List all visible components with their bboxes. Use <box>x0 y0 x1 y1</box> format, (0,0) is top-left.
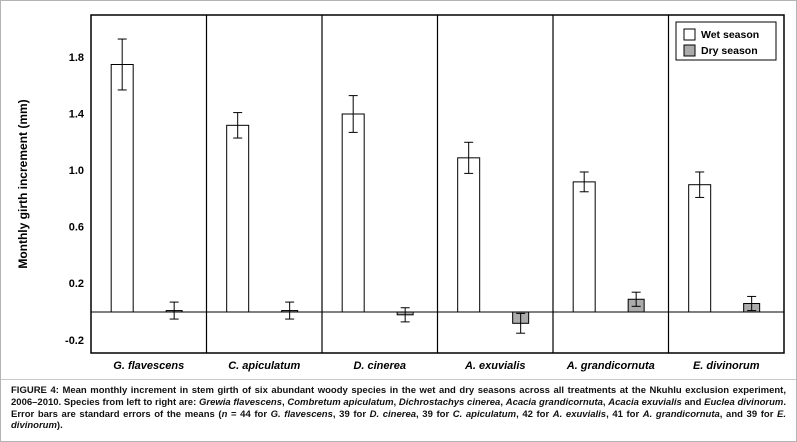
bar-group <box>396 307 414 323</box>
bar-group <box>341 95 365 313</box>
bar <box>572 181 596 313</box>
caption-segment: . Error bars are standard errors of the … <box>11 396 787 420</box>
bar-group <box>226 112 250 313</box>
bar-group <box>165 301 183 320</box>
bar <box>457 157 481 313</box>
y-tick-label: 1.4 <box>69 108 85 120</box>
bar <box>688 184 712 313</box>
caption-segment: , 41 for <box>606 408 643 420</box>
caption-segment: A. exuvialis <box>552 408 607 420</box>
caption-segment: Euclea divinorum <box>704 396 784 408</box>
legend-swatch <box>683 28 696 41</box>
bar-group <box>572 171 596 313</box>
legend-swatch <box>683 44 696 57</box>
plot-border <box>90 14 785 354</box>
caption-segment: Combretum apiculatum <box>287 396 394 408</box>
legend-label: Wet season <box>701 29 759 41</box>
caption-segment: , and 39 for <box>719 408 778 420</box>
bar <box>341 113 365 313</box>
x-axis-label: C. apiculatum <box>228 360 300 372</box>
figure-caption: FIGURE 4: Mean monthly increment in stem… <box>1 379 796 436</box>
caption-segment: ). <box>56 420 63 432</box>
bar-group <box>110 38 134 313</box>
legend-label: Dry season <box>701 45 758 57</box>
y-tick-label: 1.8 <box>69 52 84 64</box>
caption-segment: G. flavescens <box>270 408 333 420</box>
bar-group <box>688 171 712 313</box>
caption-segment: Acacia grandicornuta <box>505 396 603 408</box>
caption-segment: , 39 for <box>416 408 453 420</box>
caption-segment: , <box>602 396 609 408</box>
bar-group <box>457 141 481 313</box>
x-axis-label: A. exuvialis <box>464 360 526 372</box>
x-axis-label: E. divinorum <box>693 360 760 372</box>
caption-segment: = 44 for <box>227 408 271 420</box>
bar <box>226 124 250 313</box>
bar-group <box>512 311 530 334</box>
caption-segment: , 39 for <box>332 408 370 420</box>
y-tick-label: 1.0 <box>69 165 84 177</box>
y-tick-label: 0.6 <box>69 222 84 234</box>
figure-caption-label: FIGURE 4: <box>11 385 59 396</box>
caption-segment: D. cinerea <box>369 408 417 420</box>
bar-group <box>743 295 761 313</box>
caption-segment: Acacia exuvialis <box>608 396 682 408</box>
y-axis-title: Monthly girth increment (mm) <box>16 99 30 268</box>
caption-segment: C. apiculatum <box>452 408 517 420</box>
bar-chart: -0.2 0.2 0.6 1.0 1.4 1.8 G. flavescens C. apicu… <box>16 14 785 372</box>
caption-segment: A. grandicornuta <box>642 408 720 420</box>
caption-segment: , <box>281 396 288 408</box>
x-axis-label: D. cinerea <box>353 360 406 372</box>
bar-group <box>281 301 299 320</box>
caption-segment: Mean monthly increment in stem girth of … <box>11 385 786 408</box>
figure-caption-text: Mean monthly increment in stem girth of … <box>11 385 786 431</box>
caption-segment: E. divinorum <box>11 408 786 432</box>
caption-segment: , <box>500 396 506 408</box>
x-axis-label: A. grandicornuta <box>566 360 655 372</box>
caption-segment: , <box>393 396 399 408</box>
caption-segment: Grewia flavescens <box>198 396 282 408</box>
y-tick-label: -0.2 <box>65 335 84 347</box>
bar <box>110 63 134 313</box>
bar-group <box>627 291 645 313</box>
caption-segment: Dichrostachys cinerea <box>398 396 501 408</box>
legend: Wet season Dry season <box>675 21 777 61</box>
caption-segment: n <box>221 408 228 420</box>
y-tick-label: 0.2 <box>69 278 84 290</box>
caption-segment: , 42 for <box>516 408 553 420</box>
x-axis-label: G. flavescens <box>113 360 184 372</box>
caption-segment: and <box>681 396 705 408</box>
